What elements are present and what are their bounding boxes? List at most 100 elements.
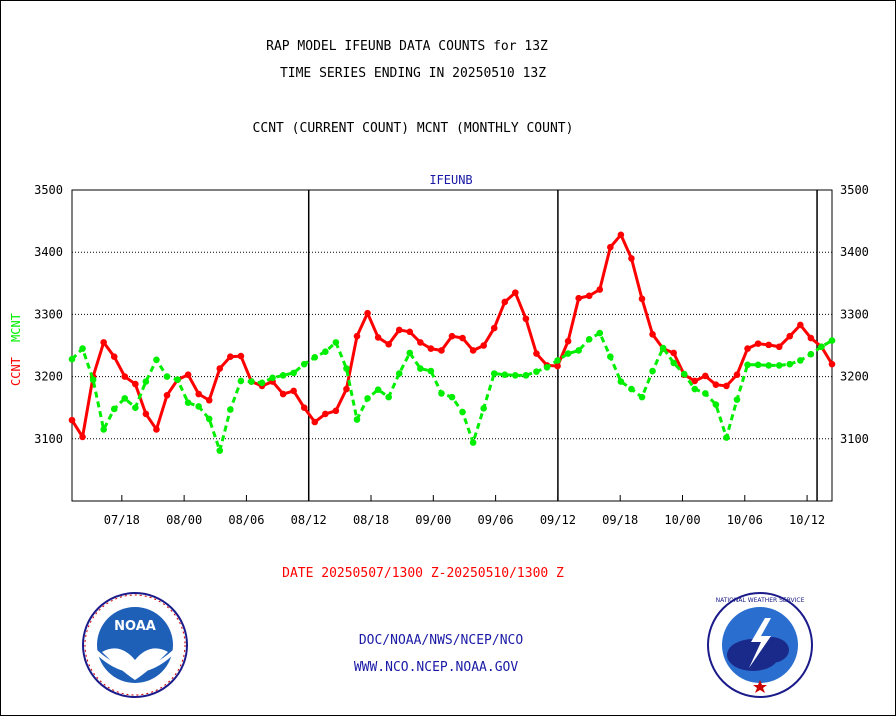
data-point-ccnt: [480, 342, 487, 349]
data-point-ccnt: [670, 349, 677, 357]
data-point-ccnt: [279, 390, 287, 398]
data-point-ccnt: [110, 353, 118, 360]
nws-logo: NATIONAL WEATHER SERVICE: [707, 592, 813, 698]
data-point-ccnt: [237, 352, 245, 360]
data-point-ccnt: [733, 371, 741, 379]
data-point-ccnt: [332, 407, 340, 415]
data-point-mcnt: [322, 348, 329, 356]
y-tick-label-left: 3300: [34, 307, 63, 321]
data-point-ccnt: [300, 404, 308, 412]
x-tick-label: 10/12: [789, 513, 825, 527]
y-tick-label-right: 3200: [840, 370, 869, 384]
data-point-ccnt: [195, 390, 202, 398]
data-point-ccnt: [744, 345, 751, 352]
date-range-label: DATE 20250507/1300 Z-20250510/1300 Z: [282, 566, 564, 581]
header-line-3: CCNT (CURRENT COUNT) MCNT (MONTHLY COUNT…: [252, 121, 574, 136]
data-point-ccnt: [807, 334, 815, 342]
data-point-ccnt: [607, 243, 614, 251]
data-point-ccnt: [596, 286, 604, 293]
data-point-ccnt: [723, 382, 730, 390]
x-tick-label: 10/00: [664, 513, 700, 527]
data-point-ccnt: [469, 347, 477, 354]
data-point-mcnt: [512, 372, 519, 379]
data-point-mcnt: [68, 355, 76, 363]
data-point-mcnt: [195, 403, 202, 410]
data-point-ccnt: [322, 410, 329, 418]
data-point-mcnt: [712, 401, 720, 408]
x-tick-label: 10/06: [727, 513, 763, 527]
data-point-mcnt: [385, 393, 392, 401]
data-point-ccnt: [68, 416, 76, 424]
data-point-mcnt: [79, 345, 86, 352]
data-point-ccnt: [227, 353, 234, 360]
data-point-mcnt: [174, 376, 181, 384]
data-point-mcnt: [691, 385, 699, 393]
data-point-ccnt: [100, 339, 107, 346]
data-point-ccnt: [385, 340, 392, 348]
data-point-mcnt: [765, 362, 772, 369]
data-point-ccnt: [121, 373, 129, 380]
x-tick-label: 09/00: [415, 513, 451, 527]
y-tick-label-right: 3300: [840, 307, 869, 321]
x-tick-label: 08/18: [353, 513, 389, 527]
x-tick-label: 08/12: [291, 513, 327, 527]
website-link[interactable]: WWW.NCO.NCEP.NOAA.GOV: [353, 660, 519, 675]
data-point-mcnt: [395, 370, 403, 377]
noaa-logo-text: NOAA: [114, 619, 156, 634]
data-point-mcnt: [659, 344, 667, 352]
data-point-mcnt: [438, 390, 445, 397]
y-tick-label-right: 3500: [840, 183, 869, 197]
data-point-mcnt: [680, 370, 688, 378]
y-tick-label-left: 3500: [34, 183, 63, 197]
data-point-ccnt: [364, 309, 371, 317]
data-point-mcnt: [480, 405, 487, 412]
data-point-ccnt: [490, 324, 498, 332]
series-layer: [68, 231, 836, 454]
data-point-mcnt: [227, 406, 234, 413]
data-point-mcnt: [459, 408, 466, 416]
data-point-mcnt: [596, 329, 604, 337]
data-point-mcnt: [702, 390, 709, 397]
data-point-ccnt: [438, 347, 445, 354]
data-point-mcnt: [142, 378, 150, 385]
data-point-mcnt: [469, 439, 477, 446]
data-point-mcnt: [343, 365, 350, 372]
plot-area-border: [71, 189, 833, 502]
data-point-mcnt: [406, 349, 414, 357]
data-point-mcnt: [797, 357, 804, 364]
data-point-ccnt: [585, 292, 593, 300]
data-point-mcnt: [427, 367, 435, 375]
data-point-mcnt: [332, 339, 340, 346]
data-point-mcnt: [132, 404, 139, 412]
data-point-ccnt: [628, 255, 635, 262]
data-point-ccnt: [522, 315, 530, 323]
data-point-mcnt: [733, 396, 741, 403]
x-tick-label: 08/06: [228, 513, 264, 527]
data-point-ccnt: [417, 339, 424, 346]
data-point-mcnt: [828, 337, 836, 344]
data-point-mcnt: [638, 393, 646, 401]
data-point-mcnt: [807, 350, 815, 358]
data-point-ccnt: [828, 360, 836, 368]
data-point-ccnt: [290, 387, 297, 395]
data-point-mcnt: [237, 377, 245, 385]
data-point-mcnt: [279, 372, 287, 379]
y-tick-label-left: 3200: [34, 370, 63, 384]
data-point-mcnt: [163, 373, 171, 380]
header-line-1: RAP MODEL IFEUNB DATA COUNTS for 13Z: [266, 39, 548, 54]
data-point-ccnt: [163, 391, 171, 399]
data-point-mcnt: [89, 376, 97, 384]
data-point-mcnt: [121, 395, 129, 402]
data-point-mcnt: [533, 368, 540, 375]
data-point-ccnt: [712, 381, 720, 388]
data-point-ccnt: [153, 426, 160, 433]
data-point-mcnt: [723, 434, 730, 441]
data-point-ccnt: [797, 321, 804, 329]
data-point-ccnt: [216, 365, 224, 372]
x-tick-label: 09/18: [602, 513, 638, 527]
data-point-ccnt: [427, 345, 435, 352]
data-point-mcnt: [300, 360, 308, 368]
data-point-mcnt: [818, 343, 825, 351]
data-point-mcnt: [205, 415, 213, 423]
